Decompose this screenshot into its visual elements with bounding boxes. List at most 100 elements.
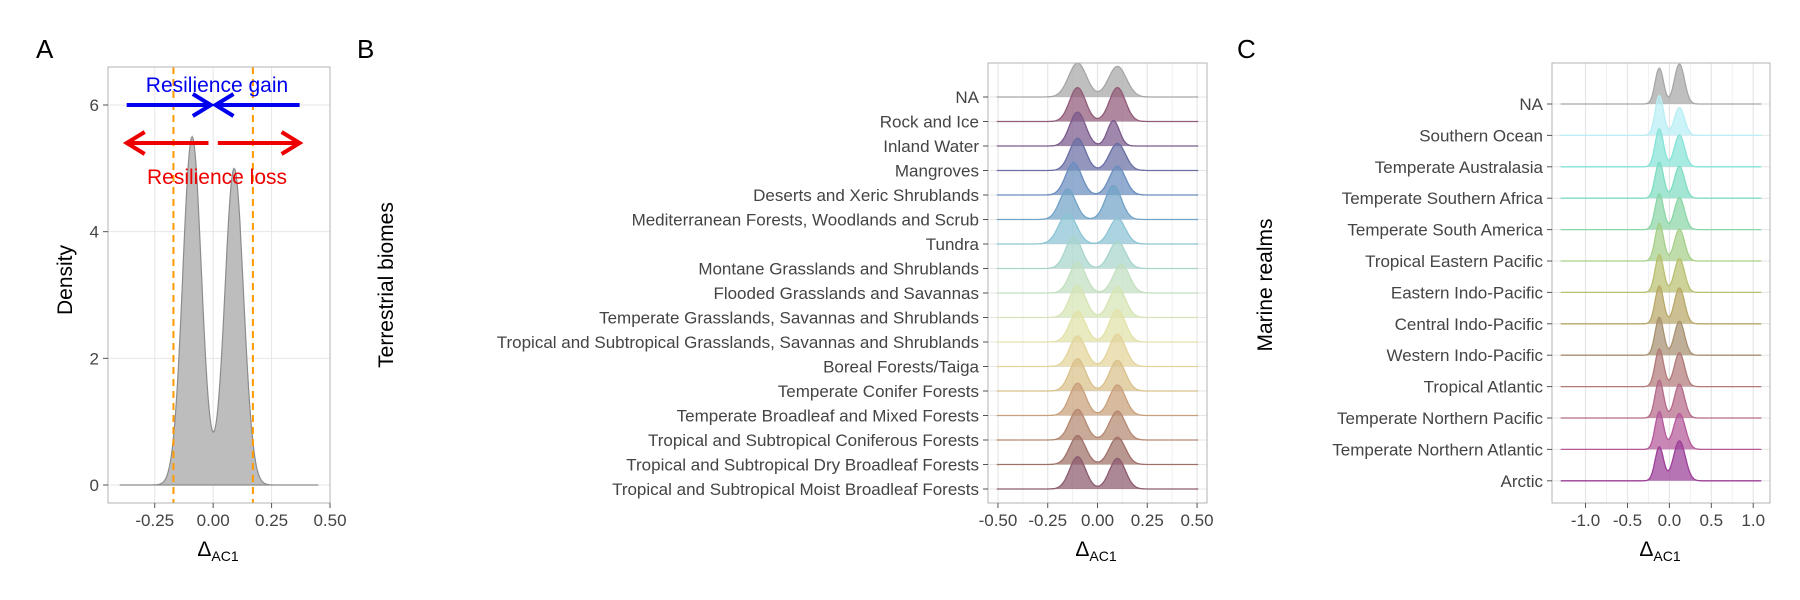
panel-b-category-label: Temperate Grasslands, Savannas and Shrub… bbox=[599, 309, 979, 328]
panel-c-ridge-fill bbox=[1560, 380, 1762, 418]
panel-c-ridge-line bbox=[1560, 63, 1762, 105]
panel-b-ridge-line bbox=[996, 456, 1199, 490]
panel-a-ylabel: Density bbox=[54, 244, 77, 315]
panel-c-ridge-line bbox=[1560, 128, 1762, 168]
panel-b-ridge-line bbox=[996, 137, 1199, 172]
panel-c-ridge-line bbox=[1560, 253, 1762, 294]
panel-c-category-label: Tropical Atlantic bbox=[1424, 378, 1544, 397]
panel-b-ridge-line bbox=[996, 261, 1199, 294]
panel-c-ridge-fill bbox=[1560, 129, 1762, 167]
panel-c-ridge-line bbox=[1560, 285, 1762, 325]
panel-a-ytick-label: 4 bbox=[90, 223, 99, 242]
panel-b-category-label: Tundra bbox=[926, 235, 980, 254]
panel-a-xlabel-main: Δ bbox=[197, 538, 211, 561]
panel-a-xlabel: ΔAC1 bbox=[197, 538, 238, 564]
panel-b-xlabel-main: Δ bbox=[1075, 538, 1089, 561]
panel-c-ridge-fill bbox=[1560, 348, 1762, 387]
panel-b-ridge-line bbox=[996, 162, 1199, 196]
panel-c-ylabel: Marine realms bbox=[1254, 218, 1277, 351]
panel-a-ytick-label: 0 bbox=[90, 476, 99, 495]
panel-c-ridge-fill bbox=[1560, 286, 1762, 324]
panel-c-ridge-line bbox=[1560, 94, 1762, 137]
panel-b-ridge-line bbox=[996, 184, 1199, 221]
panel-b-ridge-line bbox=[996, 358, 1199, 392]
panel-b-ridge-line bbox=[996, 235, 1199, 270]
density-area bbox=[119, 135, 319, 486]
panel-a-data bbox=[119, 67, 319, 503]
panel-c-xlabel-main: Δ bbox=[1639, 538, 1653, 561]
panel-c-ridge-fill bbox=[1560, 223, 1762, 261]
panel-c-category-label: Temperate South America bbox=[1347, 221, 1543, 240]
panel-a-ytick-label: 2 bbox=[90, 349, 99, 368]
panel-b-xtick-label: 0.50 bbox=[1180, 511, 1213, 530]
panel-c-ridge-line bbox=[1560, 440, 1762, 482]
panel-c-ridge-fill bbox=[1560, 254, 1762, 293]
panel-b: NA Rock and Ice Inland Water Mangroves Deser… bbox=[375, 62, 1214, 564]
panel-a-frame bbox=[107, 66, 331, 504]
panel-c-letter: C bbox=[1237, 34, 1256, 64]
panel-b-ridge-line bbox=[996, 284, 1199, 319]
panel-b-letter: B bbox=[357, 34, 374, 64]
panel-c-xtick-label: -1.0 bbox=[1571, 511, 1600, 530]
panel-a-ytick-label: 6 bbox=[90, 96, 99, 115]
panel-c-ridge-fill bbox=[1560, 411, 1762, 450]
panel-c-category-label: Arctic bbox=[1501, 472, 1544, 491]
panel-b-ridge-line bbox=[996, 382, 1199, 417]
panel-c-xlabel: ΔAC1 bbox=[1639, 538, 1680, 564]
panel-a-annotations: Resilience gain Resilience loss bbox=[122, 74, 304, 189]
panel-c-category-label: NA bbox=[1519, 95, 1543, 114]
panel-a-xtick-label: 0.50 bbox=[313, 511, 346, 530]
panel-b-category-label: Temperate Broadleaf and Mixed Forests bbox=[677, 407, 979, 426]
panel-b-category-label: Tropical and Subtropical Coniferous Fore… bbox=[648, 431, 979, 450]
panel-b-category-label: Inland Water bbox=[883, 137, 979, 156]
panel-b-category-label: Mangroves bbox=[895, 162, 979, 181]
resilience-loss-label: Resilience loss bbox=[147, 166, 287, 189]
panel-c-category-label: Tropical Eastern Pacific bbox=[1365, 252, 1543, 271]
panel-c-ridge-line bbox=[1560, 222, 1762, 262]
panel-c-category-label: Temperate Southern Africa bbox=[1342, 189, 1544, 208]
panel-b-ridge-line bbox=[996, 212, 1199, 245]
panel-a-xtick-label: 0.25 bbox=[255, 511, 288, 530]
panel-b-ylabel: Terrestrial biomes bbox=[375, 202, 398, 368]
panel-c-data bbox=[1560, 63, 1762, 482]
loss-arrow-left-head bbox=[122, 130, 146, 156]
resilience-gain-label: Resilience gain bbox=[146, 74, 288, 97]
panel-b-ridge-line bbox=[996, 309, 1199, 343]
panel-b-xtick-label: 0.25 bbox=[1131, 511, 1164, 530]
panel-b-category-label: Tropical and Subtropical Grasslands, Sav… bbox=[497, 333, 979, 352]
panel-c-category-label: Southern Ocean bbox=[1419, 126, 1543, 145]
panel-c-ridge-fill bbox=[1560, 64, 1762, 104]
panel-b-data bbox=[996, 62, 1199, 490]
panel-b-ridge-line bbox=[996, 62, 1199, 98]
panel-b-category-label: Temperate Conifer Forests bbox=[778, 382, 979, 401]
panel-c-ridge-line bbox=[1560, 410, 1762, 451]
panel-b-category-label: Rock and Ice bbox=[880, 113, 979, 132]
panel-a-axes: -0.25 0.00 0.25 0.50 0 2 4 6 bbox=[90, 96, 347, 530]
panel-b-axes: NA Rock and Ice Inland Water Mangroves Deser… bbox=[497, 88, 1214, 530]
panel-c-ridge-line bbox=[1560, 347, 1762, 388]
panel-c-ridge-fill bbox=[1560, 95, 1762, 136]
panel-b-xtick-label: -0.50 bbox=[979, 511, 1018, 530]
panel-b-xlabel: ΔAC1 bbox=[1075, 538, 1116, 564]
panel-c-ridge-fill bbox=[1560, 193, 1762, 230]
panel-c-category-label: Temperate Northern Pacific bbox=[1337, 409, 1543, 428]
panel-b-xlabel-sub: AC1 bbox=[1089, 548, 1116, 564]
panel-b-xtick-label: -0.25 bbox=[1028, 511, 1067, 530]
panel-b-category-label: NA bbox=[955, 88, 979, 107]
panel-b-category-label: Flooded Grasslands and Savannas bbox=[713, 284, 979, 303]
panel-c: NA Southern Ocean Temperate Australasia Tem… bbox=[1254, 62, 1771, 564]
panel-a: -0.25 0.00 0.25 0.50 0 2 4 6 Resilience gain Re… bbox=[54, 66, 347, 564]
loss-arrow-right-head bbox=[280, 130, 304, 156]
panel-b-category-label: Boreal Forests/Taiga bbox=[823, 358, 979, 377]
panel-c-xtick-label: 0.5 bbox=[1699, 511, 1723, 530]
panel-c-ridge-line bbox=[1560, 316, 1762, 356]
panel-b-ridge-line bbox=[996, 111, 1199, 147]
panel-c-ridge-fill bbox=[1560, 440, 1762, 481]
panel-c-category-label: Central Indo-Pacific bbox=[1395, 315, 1544, 334]
panel-c-category-label: Temperate Australasia bbox=[1375, 158, 1544, 177]
gain-arrow-left-head bbox=[191, 92, 215, 118]
panel-c-xlabel-sub: AC1 bbox=[1653, 548, 1680, 564]
panel-c-ridge-line bbox=[1560, 161, 1762, 199]
panel-b-ridge-line bbox=[996, 333, 1199, 368]
